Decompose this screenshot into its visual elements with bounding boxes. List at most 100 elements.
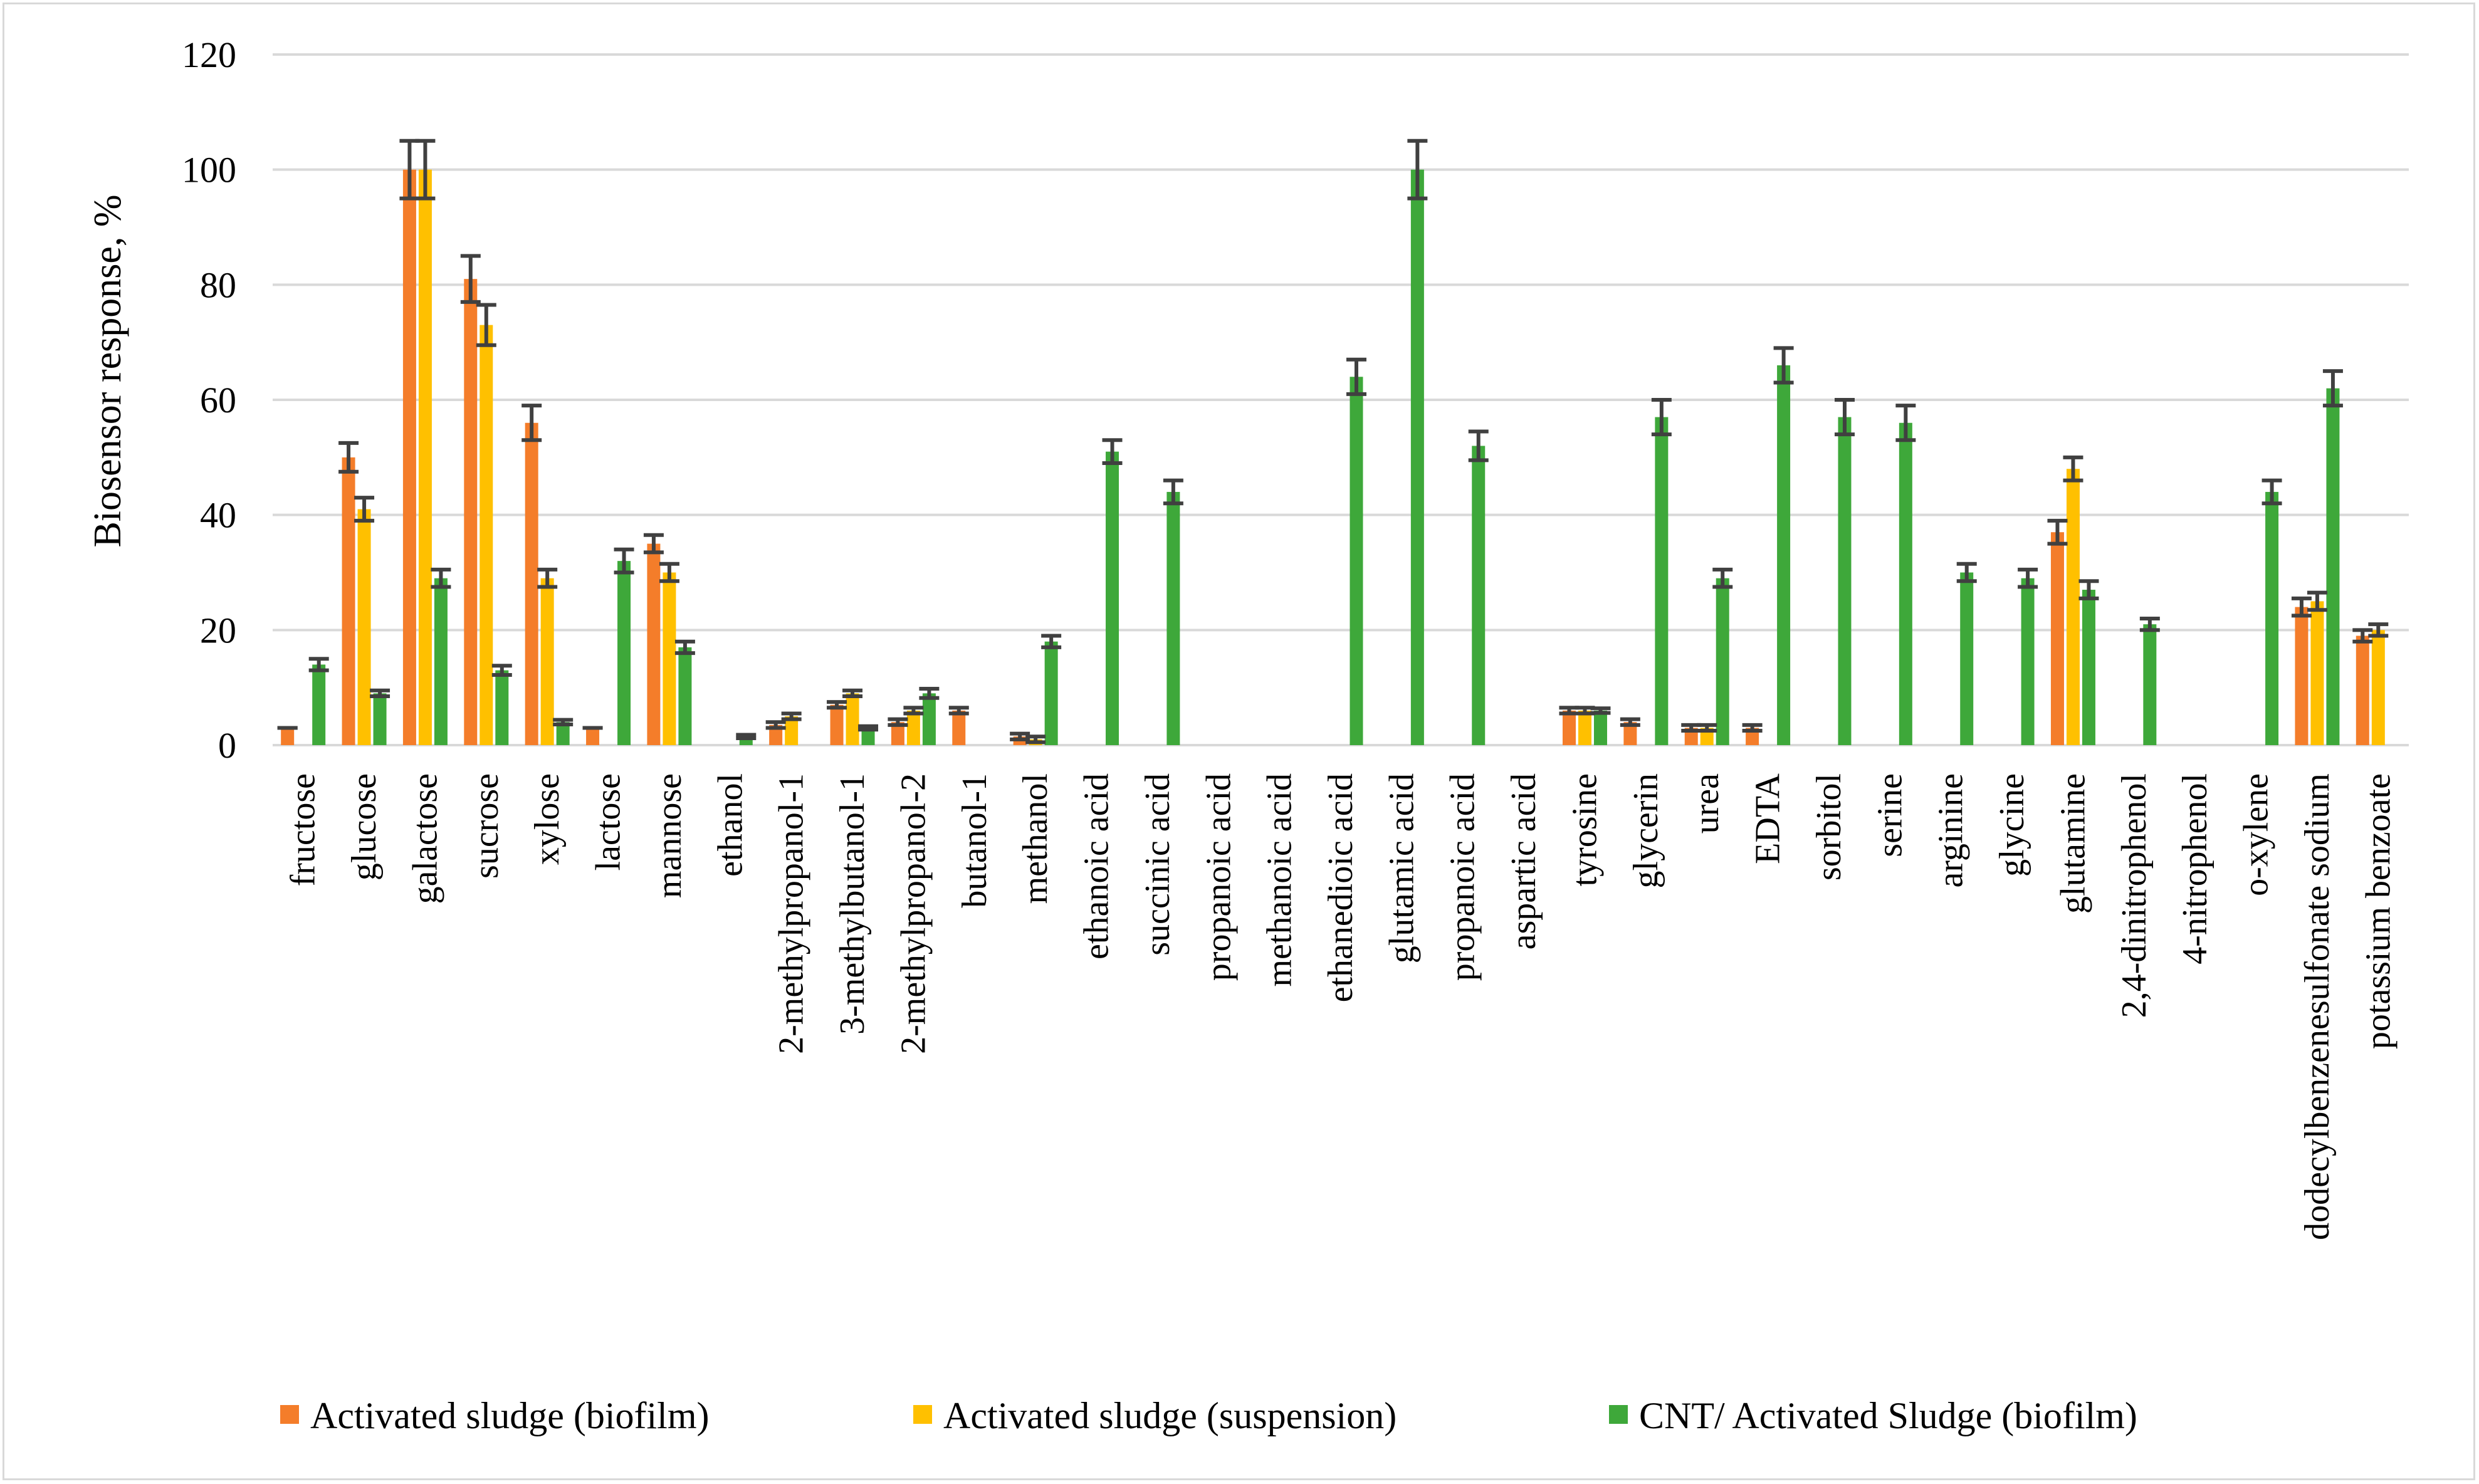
error-bar (370, 688, 390, 698)
bar (663, 572, 676, 745)
x-tick-label: arginine (1932, 773, 1971, 887)
error-bar (1712, 567, 1733, 589)
bar (2310, 601, 2324, 745)
legend-swatch (1609, 1405, 1628, 1424)
error-bar (1834, 398, 1855, 437)
bar (1838, 417, 1852, 745)
error-bar (1163, 478, 1183, 506)
bar (1472, 446, 1486, 745)
bar (678, 647, 692, 745)
error-bar (460, 254, 481, 304)
x-tick-label: 2,4-dinitrophenol (2115, 773, 2154, 1018)
error-bar (1651, 398, 1672, 437)
x-tick-label: 4-nitrophenol (2176, 773, 2214, 964)
x-tick-label: galactose (406, 773, 444, 904)
error-bar (781, 711, 802, 721)
bar (586, 728, 600, 745)
bar (342, 457, 355, 745)
error-bar (1590, 706, 1611, 715)
bar (373, 693, 387, 745)
error-bar (1407, 138, 1428, 201)
error-bar (1773, 346, 1794, 385)
y-axis-label: Biosensor response, % (86, 194, 129, 547)
error-bar (827, 700, 847, 710)
error-bar (1742, 723, 1763, 733)
x-tick-label: sucrose (467, 773, 506, 879)
x-tick-label: glycine (1993, 773, 2031, 877)
error-bar (2291, 596, 2312, 618)
bar (2295, 607, 2309, 745)
x-tick-label: aspartic acid (1504, 773, 1543, 949)
error-bar (643, 533, 664, 555)
error-bar (2368, 622, 2389, 638)
bar (556, 722, 570, 745)
error-bar (476, 303, 496, 347)
error-bar (888, 717, 908, 727)
error-bar (903, 706, 924, 716)
error-bar (537, 567, 558, 589)
legend-item: Activated sludge (biofilm) (280, 1395, 710, 1436)
error-bar (308, 657, 329, 672)
error-bar (1620, 717, 1640, 727)
x-tick-label: potassium benzoate (2359, 773, 2398, 1049)
error-bar (1041, 634, 1062, 649)
bar (2326, 388, 2340, 745)
error-bar (553, 718, 574, 726)
x-category-labels: fructose glucose galactose sucrose xylose lac… (284, 773, 2398, 1240)
error-bar (2018, 567, 2038, 589)
error-bar (1956, 562, 1977, 583)
x-tick-label: butanol-1 (955, 773, 994, 908)
error-bar (1025, 734, 1046, 745)
legend-item: CNT/ Activated Sludge (biofilm) (1609, 1395, 2137, 1436)
bar (1350, 377, 1363, 745)
legend-label: Activated sludge (biofilm) (310, 1395, 710, 1436)
error-bar (1697, 723, 1717, 733)
x-tick-label: succinic acid (1138, 773, 1177, 956)
bar (785, 716, 799, 745)
legend-swatch (913, 1405, 932, 1424)
y-tick-label: 40 (200, 495, 236, 536)
error-bar (659, 562, 679, 583)
error-bar (736, 733, 757, 740)
y-tick-label: 60 (200, 380, 236, 421)
bar (906, 710, 920, 745)
x-tick-label: o-xylene (2237, 773, 2276, 896)
x-tick-label: glucose (345, 773, 384, 880)
error-bar (858, 724, 879, 732)
error-bar (2063, 455, 2083, 483)
error-bar (431, 567, 451, 589)
bar (2082, 590, 2095, 745)
legend-item: Activated sludge (suspension) (913, 1395, 1397, 1436)
x-tick-label: dodecylbenzenesulfonate sodium (2298, 773, 2337, 1240)
x-tick-label: 3-methylbutanol-1 (833, 773, 872, 1035)
bar (1899, 422, 1912, 745)
error-bar (2078, 579, 2099, 600)
bar (846, 693, 859, 745)
bar (861, 728, 875, 745)
x-tick-label: glutamine (2053, 773, 2092, 914)
legend-label: CNT/ Activated Sludge (biofilm) (1639, 1395, 2137, 1436)
bar (2356, 635, 2369, 745)
x-tick-label: 2-methylpropanol-2 (894, 773, 933, 1054)
x-tick-label: tyrosine (1565, 773, 1604, 886)
x-tick-label: ethanol (711, 773, 750, 877)
bar (1562, 710, 1576, 745)
bar (617, 561, 631, 745)
bar (891, 722, 904, 745)
bar (1623, 722, 1637, 745)
error-bar (2047, 518, 2068, 546)
bar (1716, 578, 1729, 745)
error-bar (674, 639, 695, 656)
error-bar (2139, 616, 2160, 632)
y-tick-label: 20 (200, 610, 236, 651)
x-tick-label: urea (1687, 773, 1726, 834)
bar (418, 169, 432, 746)
bar (2066, 469, 2080, 745)
x-tick-label: xylose (528, 773, 567, 865)
bar (922, 693, 936, 745)
legend-swatch (280, 1405, 299, 1424)
error-bar (521, 404, 542, 442)
error-bar (1895, 404, 1916, 442)
bars (281, 169, 2385, 746)
x-tick-label: lactose (589, 773, 628, 870)
